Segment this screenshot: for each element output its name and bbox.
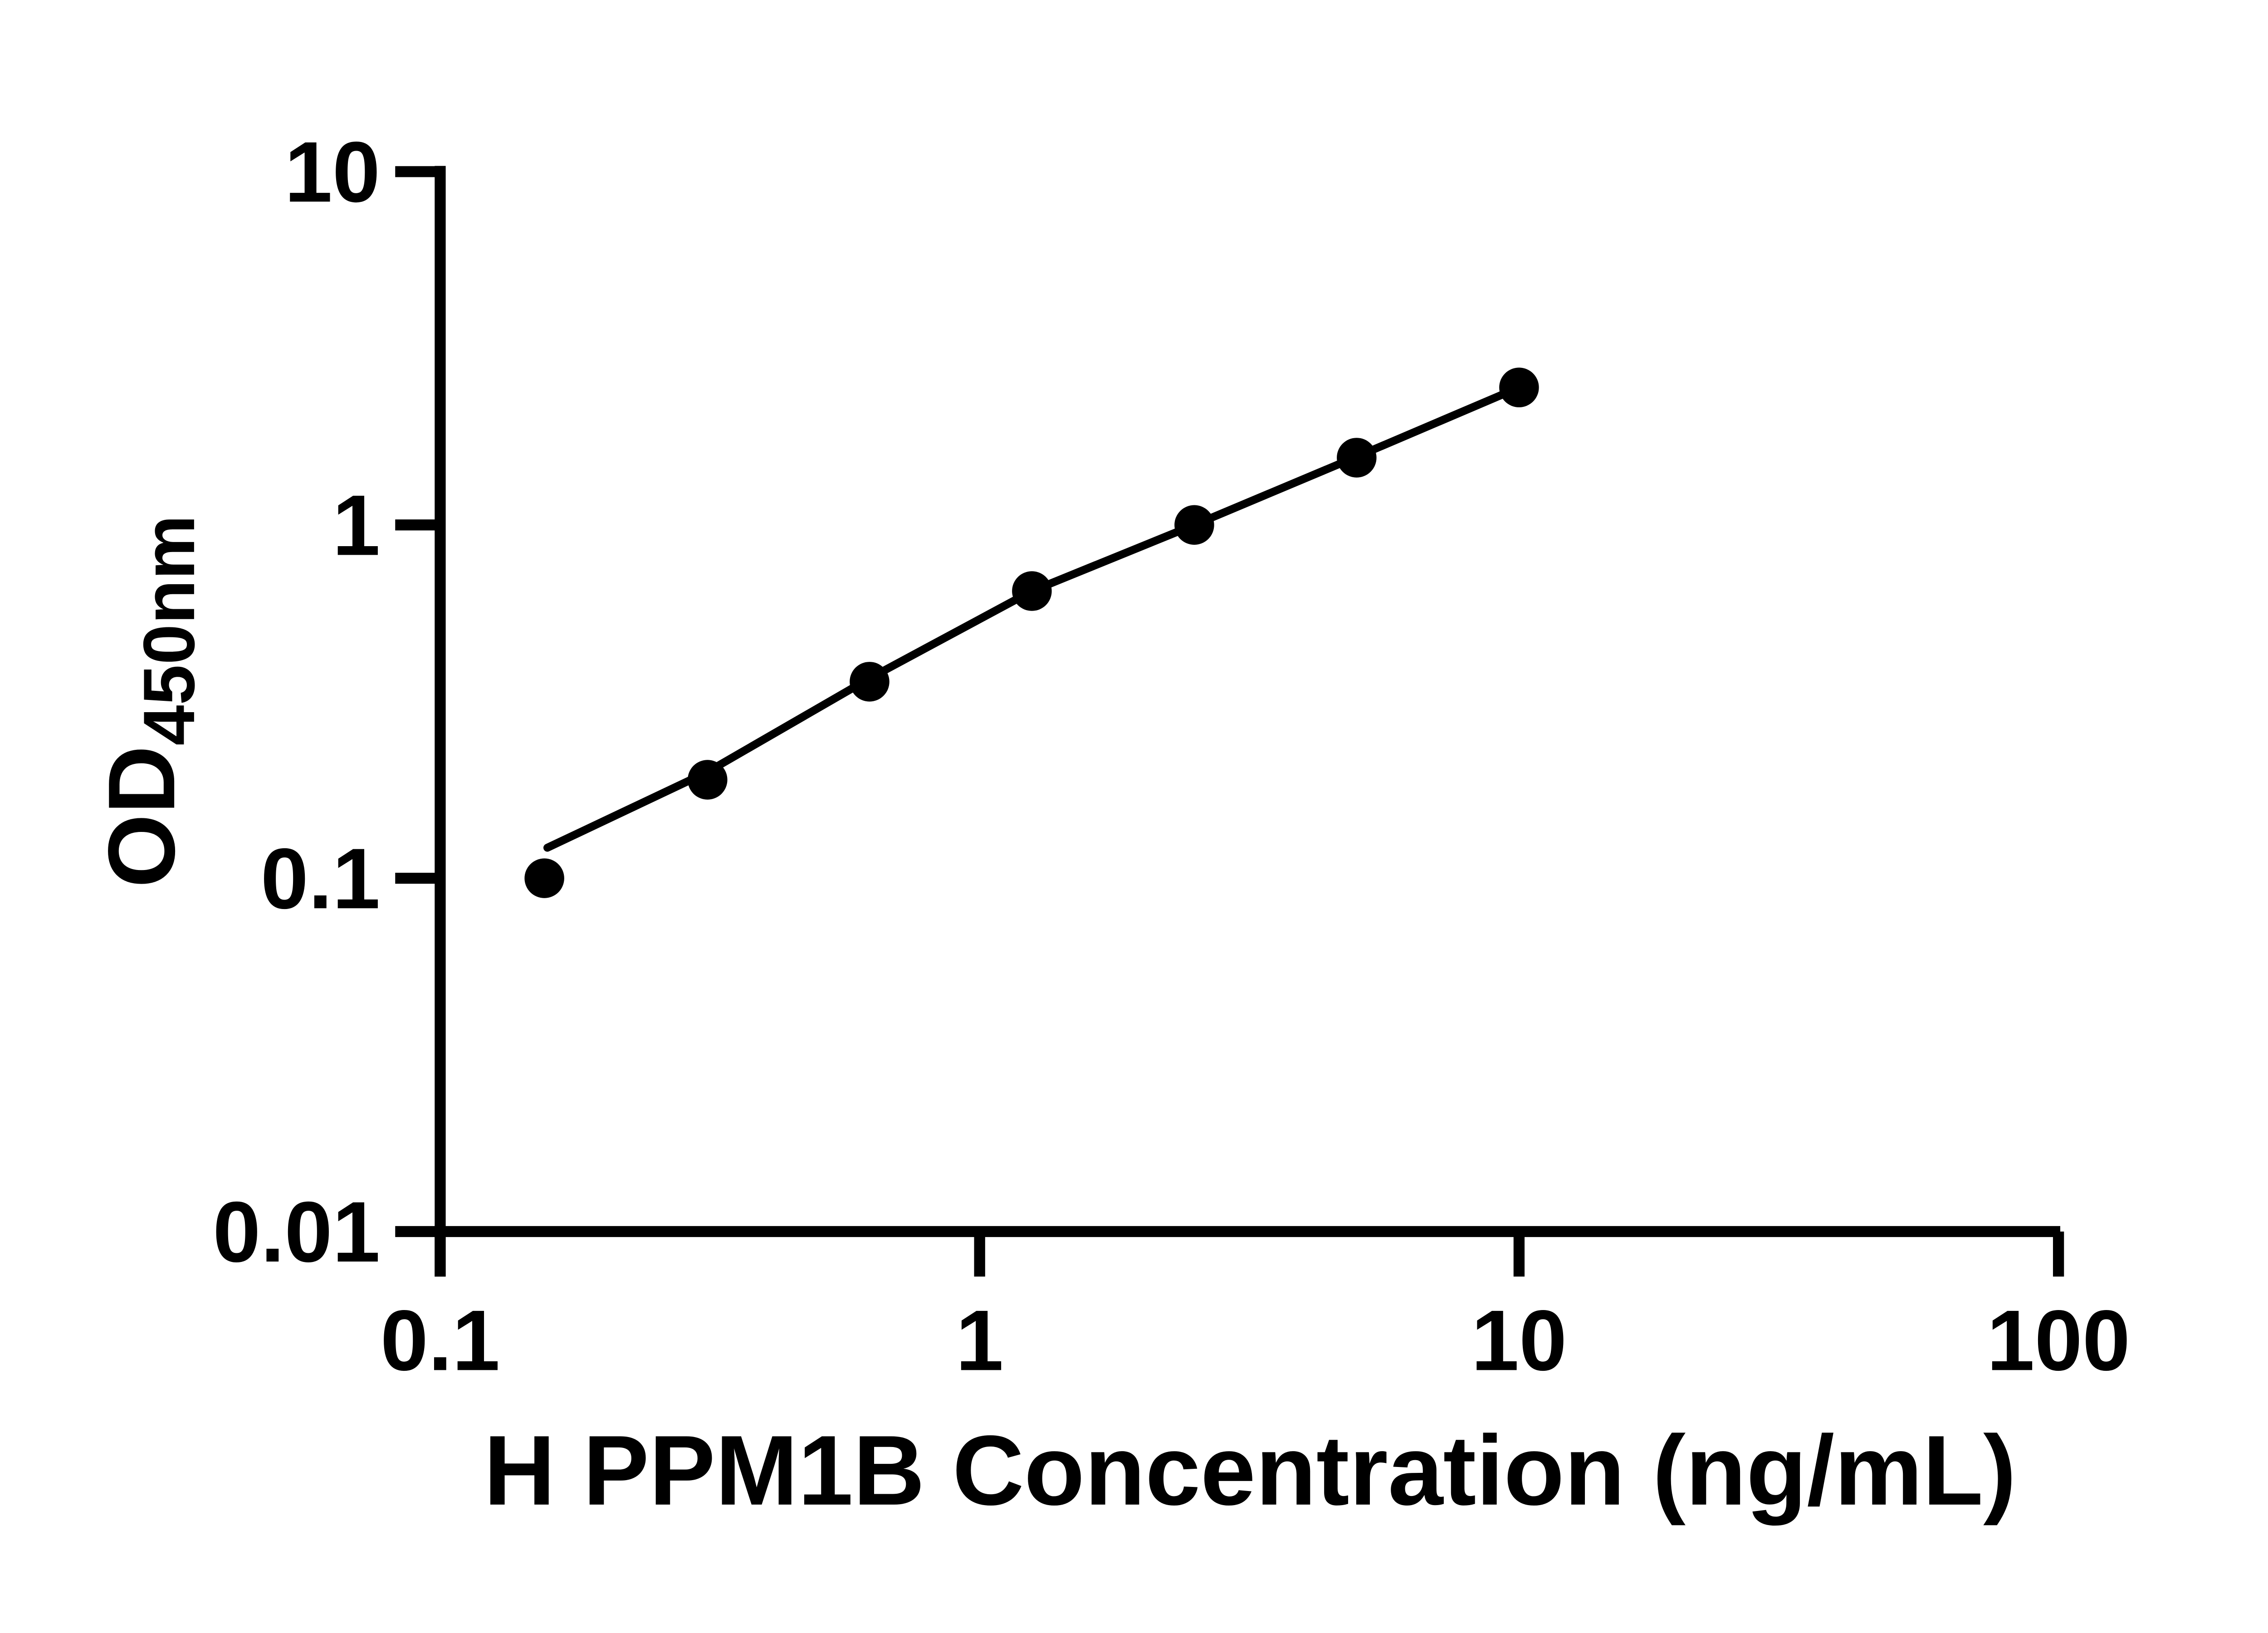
x-axis-title: H PPM1B Concentration (ng/mL) bbox=[484, 1415, 2016, 1526]
x-tick-label: 1 bbox=[956, 1292, 1003, 1389]
y-axis-title-main: OD bbox=[89, 746, 195, 888]
data-point bbox=[524, 858, 564, 898]
y-axis-title-subscript: 450nm bbox=[128, 515, 210, 745]
data-point bbox=[688, 760, 728, 800]
data-point bbox=[1499, 367, 1539, 407]
y-axis-title: OD450nm bbox=[89, 515, 210, 888]
data-point bbox=[1012, 571, 1052, 611]
y-tick-label: 0.1 bbox=[261, 831, 381, 927]
y-tick-label: 0.01 bbox=[213, 1184, 380, 1280]
data-point bbox=[1337, 438, 1377, 478]
x-tick-label: 0.1 bbox=[381, 1292, 500, 1389]
x-axis-ticks: 0.1 1 10 100 bbox=[381, 1232, 2130, 1389]
x-axis-title-text: H PPM1B Concentration (ng/mL) bbox=[484, 1415, 2016, 1526]
x-tick-label: 10 bbox=[1471, 1292, 1567, 1389]
chart-background bbox=[0, 22, 2268, 1611]
y-axis-ticks: 10 1 0.1 0.01 bbox=[213, 124, 440, 1280]
data-point bbox=[850, 662, 890, 702]
x-tick-label: 100 bbox=[1987, 1292, 2130, 1389]
y-tick-label: 1 bbox=[332, 477, 380, 573]
data-point bbox=[1174, 505, 1214, 545]
y-tick-label: 10 bbox=[284, 124, 380, 220]
data-points bbox=[524, 367, 1539, 898]
